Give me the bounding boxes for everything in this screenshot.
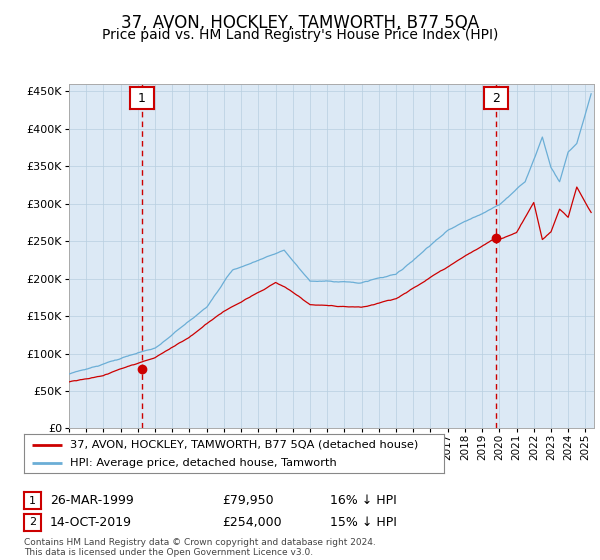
Text: 2: 2 xyxy=(29,517,36,528)
Text: 14-OCT-2019: 14-OCT-2019 xyxy=(50,516,132,529)
Text: Price paid vs. HM Land Registry's House Price Index (HPI): Price paid vs. HM Land Registry's House … xyxy=(102,28,498,42)
Text: Contains HM Land Registry data © Crown copyright and database right 2024.
This d: Contains HM Land Registry data © Crown c… xyxy=(24,538,376,557)
Text: HPI: Average price, detached house, Tamworth: HPI: Average price, detached house, Tamw… xyxy=(70,458,337,468)
Text: 37, AVON, HOCKLEY, TAMWORTH, B77 5QA (detached house): 37, AVON, HOCKLEY, TAMWORTH, B77 5QA (de… xyxy=(70,440,418,450)
Text: 37, AVON, HOCKLEY, TAMWORTH, B77 5QA: 37, AVON, HOCKLEY, TAMWORTH, B77 5QA xyxy=(121,14,479,32)
Text: 16% ↓ HPI: 16% ↓ HPI xyxy=(330,494,397,507)
Text: 15% ↓ HPI: 15% ↓ HPI xyxy=(330,516,397,529)
Text: £79,950: £79,950 xyxy=(222,494,274,507)
Text: 1: 1 xyxy=(29,496,36,506)
Text: £254,000: £254,000 xyxy=(222,516,281,529)
Text: 1: 1 xyxy=(138,91,146,105)
Text: 2: 2 xyxy=(492,91,500,105)
Text: 26-MAR-1999: 26-MAR-1999 xyxy=(50,494,134,507)
